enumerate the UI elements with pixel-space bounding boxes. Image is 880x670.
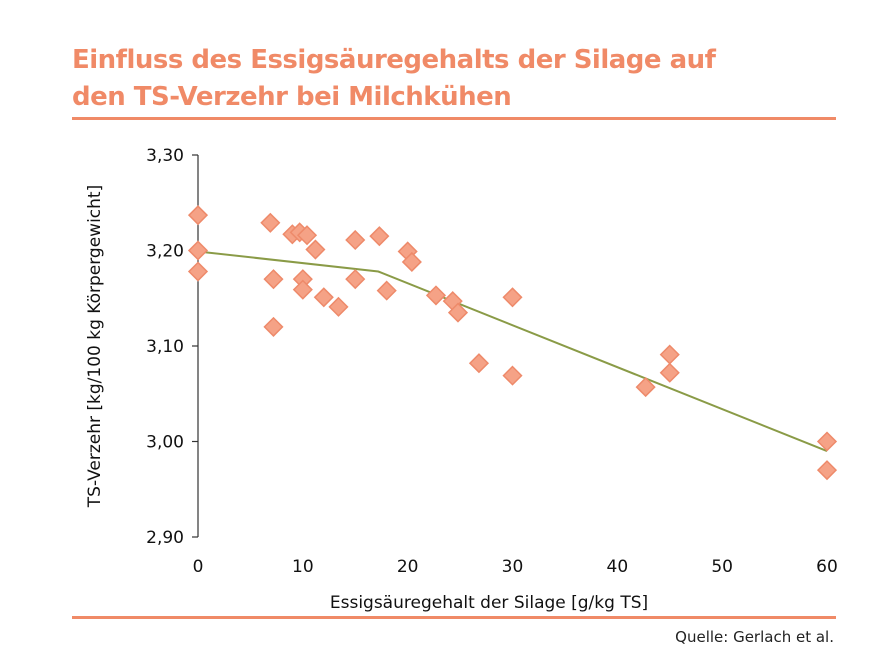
- data-point: [187, 240, 209, 261]
- title-line-1: Einfluss des Essigsäuregehalts der Silag…: [72, 45, 716, 75]
- data-point: [296, 225, 318, 246]
- title-line-2: den TS-Verzehr bei Milchkühen: [72, 82, 512, 112]
- data-point: [313, 287, 334, 308]
- y-tick-label: 2,90: [146, 528, 184, 548]
- data-point: [187, 261, 209, 282]
- data-point: [425, 285, 447, 306]
- y-tick-label: 3,10: [146, 337, 184, 357]
- x-tick-label: 40: [607, 557, 629, 577]
- x-tick-label: 10: [292, 557, 314, 577]
- data-point: [659, 344, 680, 365]
- data-point: [369, 226, 390, 247]
- data-point: [635, 377, 656, 398]
- chart-title: Einfluss des Essigsäuregehalts der Silag…: [72, 42, 716, 116]
- x-tick-label: 60: [816, 557, 838, 577]
- bottom-rule: [72, 616, 836, 619]
- data-point: [187, 205, 209, 226]
- data-point: [345, 269, 366, 290]
- data-point: [401, 251, 422, 273]
- source-note: Quelle: Gerlach et al.: [675, 628, 834, 646]
- data-point: [328, 296, 349, 317]
- data-point: [502, 287, 523, 308]
- y-tick-label: 3,30: [146, 146, 184, 166]
- y-tick-label: 3,00: [146, 433, 184, 453]
- data-point: [305, 239, 326, 260]
- x-axis-label: Essigsäuregehalt der Silage [g/kg TS]: [330, 593, 648, 613]
- data-point: [376, 280, 397, 301]
- data-point: [502, 365, 523, 386]
- data-point: [260, 212, 281, 233]
- y-axis-label: TS-Verzehr [kg/100 kg Körpergewicht]: [85, 185, 105, 508]
- y-tick-label: 3,20: [146, 242, 184, 262]
- data-point: [263, 316, 284, 337]
- data-point: [292, 279, 313, 300]
- data-point: [659, 362, 680, 383]
- x-tick-label: 20: [397, 557, 419, 577]
- x-tick-label: 0: [193, 557, 204, 577]
- trend-line: [197, 250, 828, 452]
- top-rule: [72, 117, 836, 120]
- data-point: [345, 229, 366, 251]
- data-point: [816, 460, 838, 481]
- data-point: [447, 302, 469, 323]
- x-tick-label: 50: [711, 557, 733, 577]
- data-point: [816, 431, 838, 452]
- x-tick-label: 30: [502, 557, 524, 577]
- data-point: [263, 269, 284, 290]
- data-point: [468, 353, 490, 374]
